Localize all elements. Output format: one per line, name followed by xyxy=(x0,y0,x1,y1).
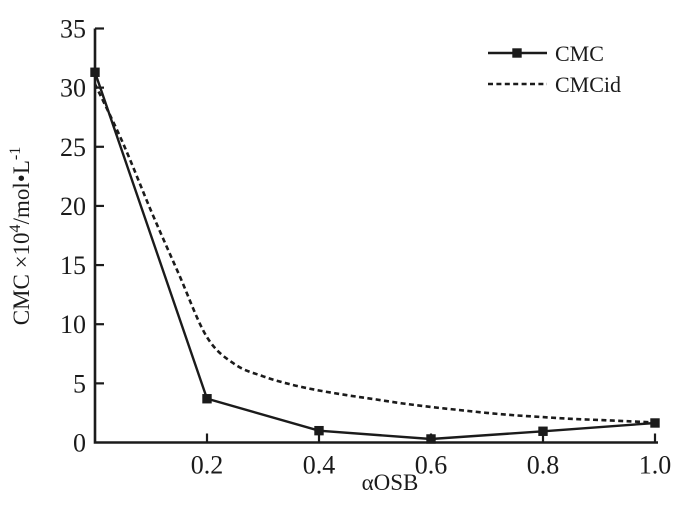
x-tick-label: 0.6 xyxy=(415,451,448,480)
legend-marker-cmc xyxy=(512,48,522,58)
x-tick-label: 0.8 xyxy=(527,451,560,480)
data-point-cmc xyxy=(650,418,660,428)
legend-item-cmc: CMC xyxy=(488,41,604,66)
y-tick-label: 30 xyxy=(60,74,86,103)
y-tick-label: 10 xyxy=(60,310,86,339)
data-point-cmc xyxy=(538,426,548,436)
legend-label-cmcid: CMCid xyxy=(555,72,621,97)
axes-lines xyxy=(93,28,658,444)
x-tick-label: 1.0 xyxy=(639,451,672,480)
series-line-cmc xyxy=(93,71,656,441)
data-point-cmc xyxy=(314,425,324,436)
data-point-cmc xyxy=(426,434,436,444)
y-axis-label: CMC ×104/mol•L-1 xyxy=(7,147,34,326)
series-line-cmcid xyxy=(93,83,656,424)
x-tick-label: 0.2 xyxy=(191,451,224,480)
y-tick-label: 35 xyxy=(60,15,86,44)
y-tick-label: 5 xyxy=(73,369,86,398)
y-tick-label: 25 xyxy=(60,133,86,162)
legend: CMC CMCid xyxy=(488,41,621,97)
y-tick-label: 20 xyxy=(60,192,86,221)
legend-label-cmc: CMC xyxy=(555,41,604,66)
y-tick-label: 0 xyxy=(73,429,86,458)
x-tick-label: 0.4 xyxy=(303,451,336,480)
legend-item-cmcid: CMCid xyxy=(488,72,621,97)
data-point-cmc xyxy=(202,394,212,404)
x-axis-label: αOSB xyxy=(362,470,419,495)
y-tick-label: 15 xyxy=(60,251,86,280)
data-point-cmc xyxy=(90,67,100,77)
